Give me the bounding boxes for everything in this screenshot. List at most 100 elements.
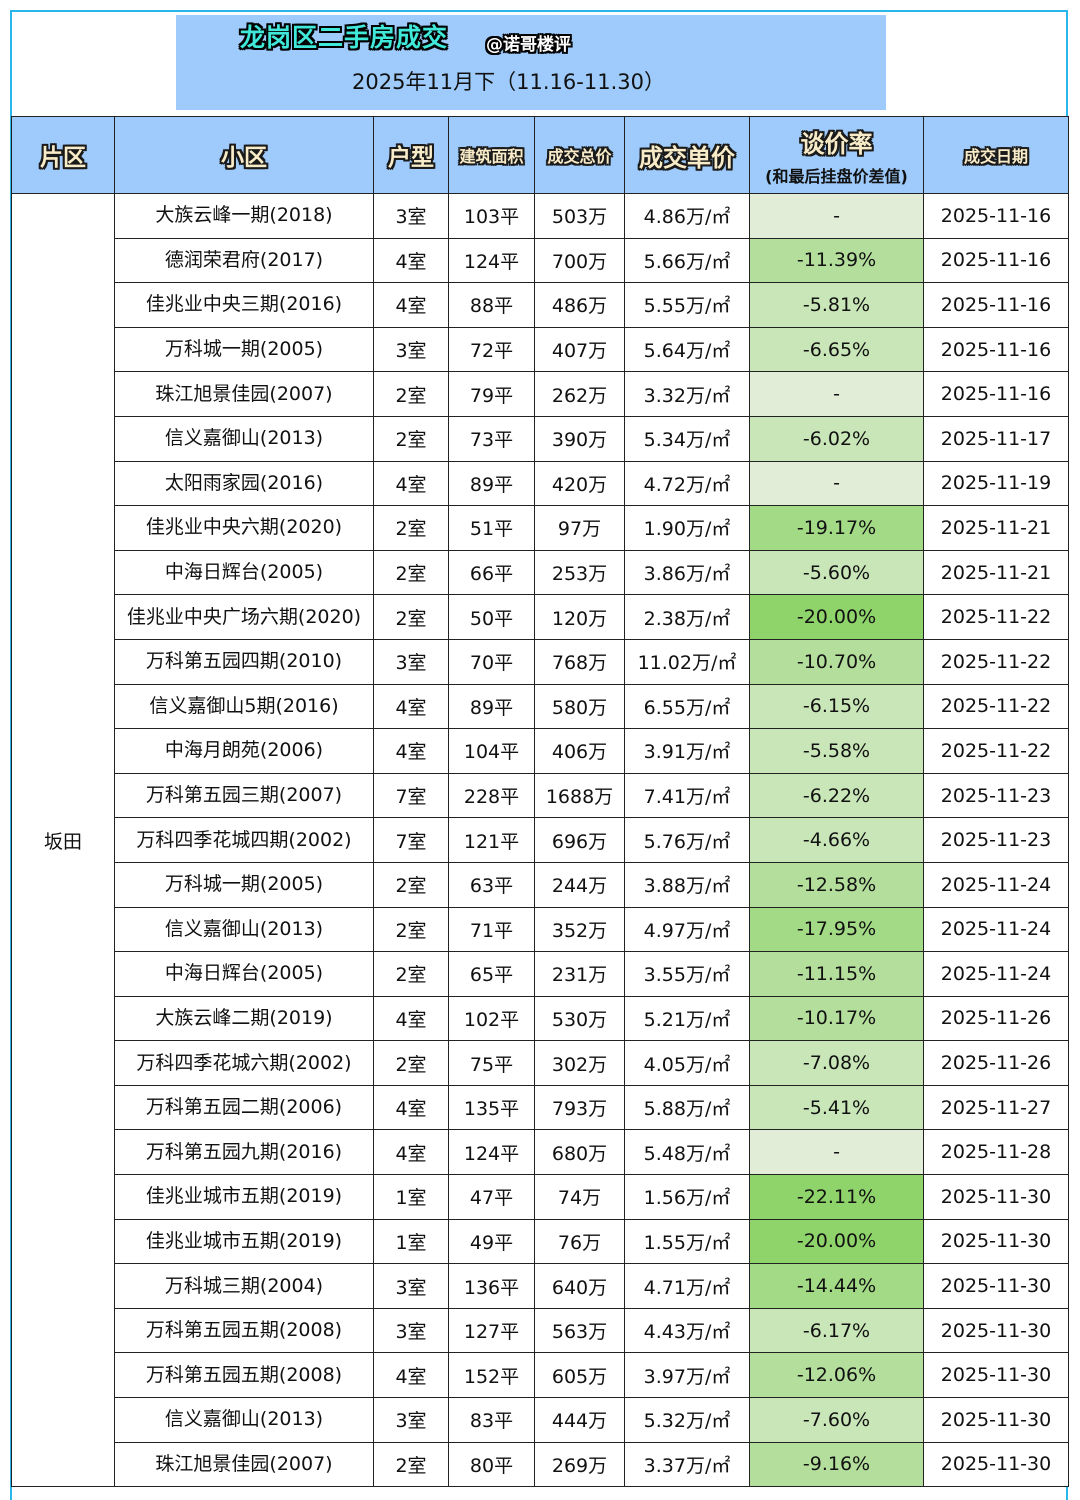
date-cell: 2025-11-28 bbox=[923, 1129, 1069, 1176]
total-price-cell: 530万 bbox=[534, 995, 625, 1042]
discount-rate-cell: -11.15% bbox=[749, 951, 924, 997]
discount-rate-cell: - bbox=[749, 371, 924, 417]
total-price-cell: 244万 bbox=[534, 861, 625, 908]
layout-cell: 2室 bbox=[373, 415, 449, 462]
col-discount-label: 谈价率 bbox=[800, 129, 873, 158]
discount-rate-cell: -5.81% bbox=[749, 282, 924, 328]
page-title: 龙岗区二手房成交 bbox=[240, 23, 449, 52]
header-row: 片区 小区 户型 建筑面积 成交总价 成交单价 谈价率 (和最后挂盘价差值) 成… bbox=[11, 116, 1069, 194]
unit-price-cell: 5.21万/㎡ bbox=[624, 995, 750, 1042]
district-cell: 坂田 bbox=[11, 192, 115, 1488]
col-area: 建筑面积 bbox=[448, 116, 535, 194]
area-cell: 50平 bbox=[448, 594, 535, 640]
unit-price-cell: 3.97万/㎡ bbox=[624, 1352, 750, 1399]
unit-price-cell: 1.55万/㎡ bbox=[624, 1218, 750, 1265]
total-price-cell: 793万 bbox=[534, 1084, 625, 1131]
unit-price-cell: 4.72万/㎡ bbox=[624, 460, 750, 507]
community-cell: 珠江旭景佳园(2007) bbox=[114, 371, 374, 417]
table-row: 中海月朗苑(2006) 4室 104平 406万 3.91万/㎡ -5.58% 2025-1… bbox=[12, 728, 1069, 774]
total-price-cell: 420万 bbox=[534, 460, 625, 507]
date-cell: 2025-11-21 bbox=[923, 549, 1069, 596]
layout-cell: 2室 bbox=[373, 505, 449, 551]
total-price-cell: 302万 bbox=[534, 1040, 625, 1086]
total-price-cell: 407万 bbox=[534, 326, 625, 373]
author-handle: @诺哥楼评 bbox=[486, 35, 571, 55]
table-row: 万科第五园二期(2006) 4室 135平 793万 5.88万/㎡ -5.41% 2025… bbox=[12, 1084, 1069, 1131]
title-banner bbox=[176, 15, 886, 110]
area-cell: 72平 bbox=[448, 326, 535, 373]
unit-price-cell: 3.55万/㎡ bbox=[624, 951, 750, 997]
total-price-cell: 700万 bbox=[534, 237, 625, 284]
unit-price-cell: 5.76万/㎡ bbox=[624, 817, 750, 863]
total-price-cell: 390万 bbox=[534, 415, 625, 462]
community-cell: 万科城一期(2005) bbox=[114, 326, 374, 373]
community-cell: 万科第五园二期(2006) bbox=[114, 1084, 374, 1131]
table-row: 万科第五园五期(2008) 4室 152平 605万 3.97万/㎡ -12.06% 202… bbox=[12, 1352, 1069, 1399]
discount-rate-cell: -6.02% bbox=[749, 415, 924, 462]
unit-price-cell: 4.71万/㎡ bbox=[624, 1263, 750, 1309]
table-row: 佳兆业中央六期(2020) 2室 51平 97万 1.90万/㎡ -19.17% 2025-… bbox=[12, 505, 1069, 551]
community-cell: 佳兆业城市五期(2019) bbox=[114, 1174, 374, 1220]
total-price-cell: 563万 bbox=[534, 1307, 625, 1354]
date-cell: 2025-11-23 bbox=[923, 772, 1069, 819]
layout-cell: 4室 bbox=[373, 1352, 449, 1399]
table-row: 万科四季花城六期(2002) 2室 75平 302万 4.05万/㎡ -7.08% 2025… bbox=[12, 1040, 1069, 1086]
date-cell: 2025-11-24 bbox=[923, 906, 1069, 953]
community-cell: 德润荣君府(2017) bbox=[114, 237, 374, 284]
table-row: 万科第五园三期(2007) 7室 228平 1688万 7.41万/㎡ -6.22% 202… bbox=[12, 772, 1069, 819]
total-price-cell: 696万 bbox=[534, 817, 625, 863]
area-cell: 102平 bbox=[448, 995, 535, 1042]
date-cell: 2025-11-27 bbox=[923, 1084, 1069, 1131]
table-row: 佳兆业中央三期(2016) 4室 88平 486万 5.55万/㎡ -5.81% 2025-… bbox=[12, 282, 1069, 328]
date-cell: 2025-11-22 bbox=[923, 638, 1069, 685]
period-subtitle: 2025年11月下（11.16-11.30） bbox=[352, 70, 665, 94]
area-cell: 83平 bbox=[448, 1397, 535, 1443]
area-cell: 47平 bbox=[448, 1174, 535, 1220]
table-row: 信义嘉御山(2013) 2室 73平 390万 5.34万/㎡ -6.02% 2025-11… bbox=[12, 415, 1069, 462]
discount-rate-cell: -9.16% bbox=[749, 1441, 924, 1488]
discount-rate-cell: - bbox=[749, 193, 924, 239]
total-price-cell: 97万 bbox=[534, 505, 625, 551]
layout-cell: 2室 bbox=[373, 906, 449, 953]
table-row: 珠江旭景佳园(2007) 2室 80平 269万 3.37万/㎡ -9.16% 2025-1… bbox=[12, 1441, 1069, 1488]
layout-cell: 4室 bbox=[373, 460, 449, 507]
discount-rate-cell: -5.60% bbox=[749, 549, 924, 596]
community-cell: 万科第五园三期(2007) bbox=[114, 772, 374, 819]
discount-rate-cell: -5.58% bbox=[749, 728, 924, 774]
area-cell: 73平 bbox=[448, 415, 535, 462]
layout-cell: 2室 bbox=[373, 1040, 449, 1086]
date-cell: 2025-11-30 bbox=[923, 1174, 1069, 1220]
total-price-cell: 76万 bbox=[534, 1218, 625, 1265]
layout-cell: 2室 bbox=[373, 549, 449, 596]
discount-rate-cell: -7.60% bbox=[749, 1397, 924, 1443]
area-cell: 70平 bbox=[448, 638, 535, 685]
table-row: 德润荣君府(2017) 4室 124平 700万 5.66万/㎡ -11.39% 2025-… bbox=[12, 237, 1069, 284]
area-cell: 228平 bbox=[448, 772, 535, 819]
total-price-cell: 605万 bbox=[534, 1352, 625, 1399]
table-row: 大族云峰二期(2019) 4室 102平 530万 5.21万/㎡ -10.17% 2025… bbox=[12, 995, 1069, 1042]
date-cell: 2025-11-30 bbox=[923, 1263, 1069, 1309]
layout-cell: 4室 bbox=[373, 995, 449, 1042]
discount-rate-cell: - bbox=[749, 1129, 924, 1176]
community-cell: 万科第五园四期(2010) bbox=[114, 638, 374, 685]
discount-rate-cell: -22.11% bbox=[749, 1174, 924, 1220]
community-cell: 大族云峰一期(2018) bbox=[114, 193, 374, 239]
total-price-cell: 503万 bbox=[534, 193, 625, 239]
community-cell: 大族云峰二期(2019) bbox=[114, 995, 374, 1042]
area-cell: 80平 bbox=[448, 1441, 535, 1488]
date-cell: 2025-11-24 bbox=[923, 861, 1069, 908]
table-row: 万科城三期(2004) 3室 136平 640万 4.71万/㎡ -14.44% 2025-… bbox=[12, 1263, 1069, 1309]
area-cell: 136平 bbox=[448, 1263, 535, 1309]
col-community: 小区 bbox=[114, 116, 374, 194]
discount-rate-cell: -20.00% bbox=[749, 594, 924, 640]
discount-rate-cell: -6.15% bbox=[749, 683, 924, 730]
date-cell: 2025-11-16 bbox=[923, 282, 1069, 328]
discount-rate-cell: -10.70% bbox=[749, 638, 924, 685]
area-cell: 127平 bbox=[448, 1307, 535, 1354]
discount-rate-cell: -20.00% bbox=[749, 1218, 924, 1265]
table-row: 佳兆业城市五期(2019) 1室 47平 74万 1.56万/㎡ -22.11% 2025-… bbox=[12, 1174, 1069, 1220]
date-cell: 2025-11-30 bbox=[923, 1352, 1069, 1399]
unit-price-cell: 5.48万/㎡ bbox=[624, 1129, 750, 1176]
total-price-cell: 486万 bbox=[534, 282, 625, 328]
total-price-cell: 640万 bbox=[534, 1263, 625, 1309]
